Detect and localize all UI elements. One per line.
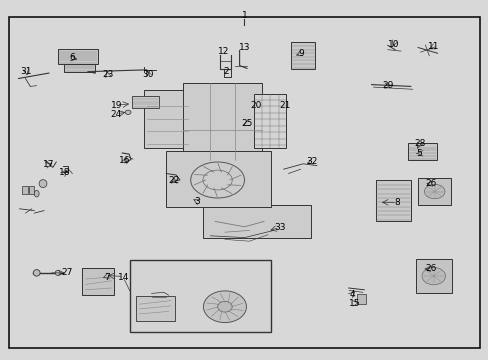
Text: 13: 13 (238, 43, 250, 52)
Text: 8: 8 (393, 198, 399, 207)
Text: 9: 9 (298, 49, 304, 58)
Text: 3: 3 (194, 197, 200, 206)
Text: 28: 28 (413, 139, 425, 148)
Ellipse shape (424, 184, 444, 199)
Bar (375, 180, 410, 221)
Bar (166, 151, 271, 207)
Text: 20: 20 (249, 102, 261, 110)
Bar (183, 83, 261, 160)
Text: 10: 10 (387, 40, 399, 49)
Text: 16: 16 (119, 156, 131, 165)
Bar (144, 90, 190, 148)
Text: 26: 26 (424, 179, 436, 188)
Bar (129, 260, 271, 332)
Bar (58, 49, 98, 64)
Bar (254, 94, 285, 148)
Text: 22: 22 (168, 176, 180, 185)
Bar (417, 178, 450, 205)
Bar (357, 294, 366, 304)
Ellipse shape (217, 301, 232, 312)
Ellipse shape (55, 270, 60, 275)
Text: 21: 21 (278, 102, 290, 110)
Text: 23: 23 (102, 70, 113, 79)
Text: 14: 14 (117, 273, 129, 282)
Ellipse shape (33, 270, 40, 276)
Text: 12: 12 (218, 48, 229, 57)
Bar (22, 186, 28, 194)
Text: 5: 5 (416, 149, 422, 158)
Bar (132, 96, 159, 108)
Text: 30: 30 (142, 70, 154, 79)
Text: 26: 26 (424, 264, 436, 274)
Bar (136, 296, 175, 321)
Bar (63, 64, 95, 72)
Text: 17: 17 (43, 160, 55, 169)
Text: 7: 7 (103, 273, 109, 282)
Bar (29, 186, 34, 194)
Text: 31: 31 (20, 68, 32, 77)
Text: 15: 15 (348, 299, 360, 307)
Text: 1: 1 (241, 10, 247, 19)
Text: 2: 2 (223, 68, 228, 77)
Text: 18: 18 (59, 167, 71, 176)
Bar (407, 143, 436, 160)
Text: 24: 24 (110, 110, 122, 119)
Bar (290, 42, 315, 69)
Bar (82, 268, 114, 295)
Ellipse shape (203, 291, 246, 323)
Text: 4: 4 (348, 289, 354, 299)
Text: 33: 33 (273, 223, 285, 232)
Text: 32: 32 (305, 157, 317, 166)
Text: 29: 29 (381, 81, 393, 90)
Ellipse shape (421, 267, 445, 285)
Text: 25: 25 (241, 120, 252, 129)
Bar (203, 205, 310, 238)
Text: 6: 6 (69, 53, 75, 62)
Ellipse shape (34, 190, 39, 197)
Ellipse shape (125, 110, 131, 114)
Bar (415, 259, 451, 293)
Text: 11: 11 (427, 42, 439, 51)
Ellipse shape (39, 180, 47, 188)
Text: 19: 19 (110, 102, 122, 110)
Text: 27: 27 (61, 269, 73, 277)
